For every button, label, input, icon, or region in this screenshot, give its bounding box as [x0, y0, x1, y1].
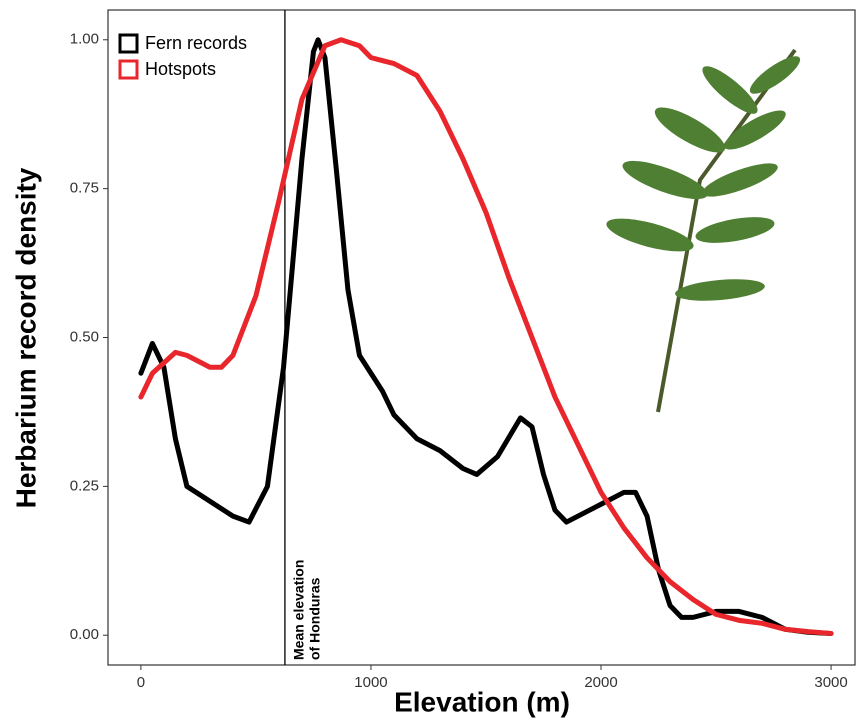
legend-label: Hotspots: [145, 59, 216, 79]
legend-swatch: [118, 33, 139, 54]
series-line: [138, 37, 834, 636]
reference-label: of Honduras: [307, 577, 323, 660]
y-tick-label: 0.75: [70, 180, 99, 197]
x-axis-title: Elevation (m): [394, 686, 570, 717]
series-line: [138, 37, 834, 636]
y-tick-label: 0.50: [70, 328, 99, 345]
x-tick-label: 0: [137, 674, 145, 691]
legend-label: Fern records: [145, 33, 247, 53]
y-tick-label: 0.25: [70, 477, 99, 494]
y-axis-title: Herbarium record density: [10, 167, 41, 508]
y-tick-label: 0.00: [70, 626, 99, 643]
x-tick-label: 3000: [814, 674, 847, 691]
x-tick-label: 2000: [584, 674, 617, 691]
fern-illustration: [606, 48, 801, 413]
reference-label: Mean elevation: [291, 560, 307, 660]
legend-swatch: [118, 59, 139, 80]
x-tick-label: 1000: [354, 674, 387, 691]
y-tick-label: 1.00: [70, 31, 99, 48]
